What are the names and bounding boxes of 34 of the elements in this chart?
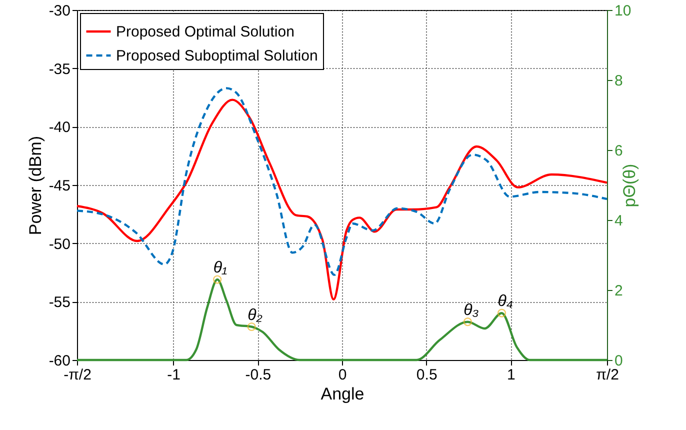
point [463,318,472,326]
x-tick-label: -0.5 [245,366,272,384]
annotation: θ₁ [213,260,228,276]
point [213,275,222,284]
x-tick-label: 0 [338,366,347,384]
y2-axis-title: pΘ(θ) [620,164,640,208]
y-tick-label: -30 [48,2,70,20]
x-tick-label: π/2 [596,366,619,384]
y-axis-title: Power (dBm) [26,136,45,236]
y-tick-label: -45 [48,178,70,194]
y2-tick-label: 10 [614,2,632,20]
x-tick-label: 0.5 [416,366,438,384]
x-tick-label: 1 [507,366,516,384]
point [247,322,256,332]
y2-tick-label: 0 [614,352,623,370]
annotation: θ₃ [464,302,479,319]
y2-tick-label: 6 [614,142,623,160]
y2-tick-label: 2 [614,282,623,300]
legend-label: Proposed Optimal Solution [116,24,294,40]
x-axis-title: Angle [320,384,364,404]
y2-tick-label: 4 [614,212,623,230]
y-tick-label: -50 [48,236,70,253]
x-tick-label: -1 [167,366,180,384]
x-tick-label: -π/2 [64,366,92,384]
y-tick-label: -40 [48,119,70,136]
annotation: θ₂ [248,306,262,324]
y2-tick-label: 8 [614,72,623,90]
y-tick-label: -35 [48,60,70,78]
y-tick-label: -60 [48,352,70,370]
point [497,308,506,318]
legend-label: Proposed Suboptimal Solution [116,48,318,64]
annotation: θ₄ [498,293,513,310]
line-series [76,87,608,276]
y-tick-label: -55 [48,294,70,312]
